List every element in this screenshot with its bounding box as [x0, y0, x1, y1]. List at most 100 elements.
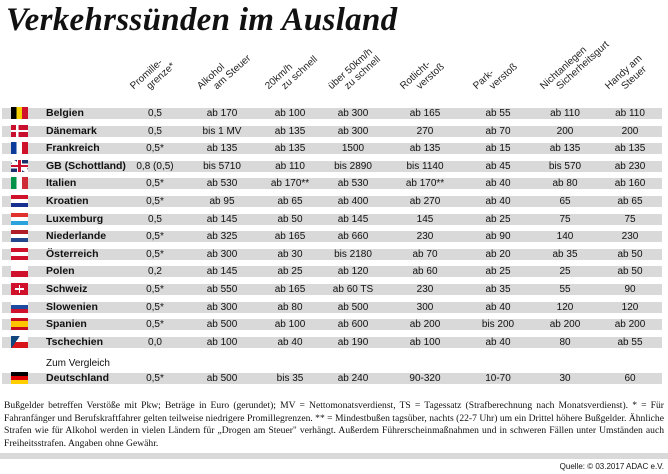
table-cell: ab 80 [552, 178, 578, 190]
table-cell: ab 135 [614, 143, 646, 155]
flag-it-icon [11, 177, 28, 190]
table-cell: 0,5* [146, 178, 164, 190]
table-cell: 90 [624, 284, 636, 295]
table-cell: 0,0 [148, 336, 162, 348]
table-cell: ab 500 [206, 319, 238, 331]
table-cell: 0,5 [148, 108, 162, 119]
table-row: Slowenien 0,5* ab 300 ab 80 ab 500 300 ab 40 12… [2, 300, 662, 313]
table-cell: ab 100 [206, 336, 238, 348]
table-cell: ab 45 [485, 160, 511, 172]
table-cell: ab 60 TS [332, 284, 374, 295]
flag-lu-icon [11, 212, 28, 225]
country-name: GB (Schottland) [46, 159, 126, 172]
row-band [2, 160, 662, 172]
table-cell: 0,5 [148, 125, 162, 137]
table-cell: ab 200 [549, 319, 581, 331]
row-band [2, 284, 662, 295]
column-header: Promille-grenze* [128, 53, 177, 100]
row-band [2, 108, 662, 119]
table-cell: ab 40 [485, 196, 511, 207]
country-name: Luxemburg [46, 212, 104, 225]
row-band [2, 125, 662, 137]
table-cell: 140 [556, 231, 574, 243]
country-name: Österreich [46, 247, 99, 260]
table-cell: 0,5* [146, 319, 164, 331]
table-cell: ab 160 [614, 178, 646, 190]
table-cell: ab 145 [206, 266, 238, 278]
table-cell: ab 80 [277, 301, 303, 313]
table-row: Schweiz 0,5* ab 550 ab 165 ab 60 TS 230 ab 35 5… [2, 283, 662, 295]
flag-es-icon [11, 318, 28, 331]
table-cell: ab 300 [337, 125, 369, 137]
column-header: Nichtanlegen Sicherheitsgurt [538, 31, 611, 100]
comparison-label: Zum Vergleich [46, 358, 110, 369]
table-cell: 0,5 [148, 213, 162, 225]
flag-nl-icon [11, 230, 28, 243]
footnote: Bußgelder betreffen Verstöße mit Pkw; Be… [4, 400, 664, 449]
row-band [2, 336, 662, 348]
column-header: Handy am Steuer [603, 53, 652, 100]
flag-de-icon [11, 372, 28, 384]
table-cell: 0,5* [146, 248, 164, 260]
table-cell: ab 165 [274, 284, 306, 295]
row-band [2, 178, 662, 190]
table-cell: ab 55 [617, 336, 643, 348]
table-cell: ab 50 [617, 266, 643, 278]
table-cell: ab 25 [485, 213, 511, 225]
table-cell: bis 1 MV [202, 125, 242, 137]
table-cell: bis 5710 [203, 160, 241, 172]
table-cell: ab 135 [549, 143, 581, 155]
table-cell: ab 90 [485, 231, 511, 243]
table-cell: ab 145 [206, 213, 238, 225]
country-name: Niederlande [46, 230, 107, 243]
table-cell: 90-320 [409, 373, 441, 384]
table-cell: ab 660 [337, 231, 369, 243]
row-band [2, 231, 662, 243]
table-cell: 10-70 [485, 373, 511, 384]
flag-fr-icon [11, 142, 28, 155]
table-cell: 0,5* [146, 231, 164, 243]
country-name: Kroatien [46, 195, 89, 207]
table-cell: ab 170** [405, 178, 445, 190]
table-cell: ab 600 [337, 319, 369, 331]
table-cell: ab 95 [209, 196, 235, 207]
column-header: Rotlicht-verstoß [398, 53, 446, 100]
country-name: Tschechien [46, 335, 103, 348]
table-cell: ab 30 [277, 248, 303, 260]
flag-dk-icon [11, 124, 28, 137]
country-name: Spanien [46, 318, 87, 331]
table-row: Frankreich 0,5* ab 135 ab 135 1500 ab 135 ab 1… [2, 142, 662, 155]
flag-si-icon [11, 300, 28, 313]
table-cell: ab 70 [412, 248, 438, 260]
table-cell: ab 300 [206, 301, 238, 313]
table-cell: 30 [559, 373, 571, 384]
flag-hr-icon [11, 195, 28, 207]
table-cell: ab 50 [617, 248, 643, 260]
table-cell: ab 25 [485, 266, 511, 278]
table-cell: bis 2890 [334, 160, 372, 172]
table-cell: ab 35 [485, 284, 511, 295]
table-cell: 25 [559, 266, 571, 278]
table-cell: 65 [559, 196, 571, 207]
table-cell: ab 40 [485, 336, 511, 348]
table-cell: 0,5* [146, 143, 164, 155]
row-band [2, 143, 662, 155]
table-cell: 145 [416, 213, 434, 225]
table-cell: 230 [621, 231, 639, 243]
flag-be-icon [11, 107, 28, 119]
table-cell: 300 [416, 301, 434, 313]
table-cell: 60 [624, 373, 636, 384]
flag-ch-icon [11, 283, 28, 295]
country-name: Deutschland [46, 372, 110, 384]
table-row: Belgien 0,5 ab 170 ab 100 ab 300 ab 165 ab 55 a… [2, 107, 662, 119]
table-row: Polen 0,2 ab 145 ab 25 ab 120 ab 60 ab 25 25 ab … [2, 265, 662, 278]
table-cell: ab 110 [275, 160, 305, 172]
table-cell: ab 200 [614, 319, 646, 331]
table-cell: 1500 [341, 143, 365, 155]
table-cell: ab 270 [409, 196, 441, 207]
flag-pl-icon [11, 265, 28, 278]
row-band [2, 196, 662, 207]
country-name: Schweiz [46, 283, 88, 295]
table-cell: ab 230 [614, 160, 646, 172]
